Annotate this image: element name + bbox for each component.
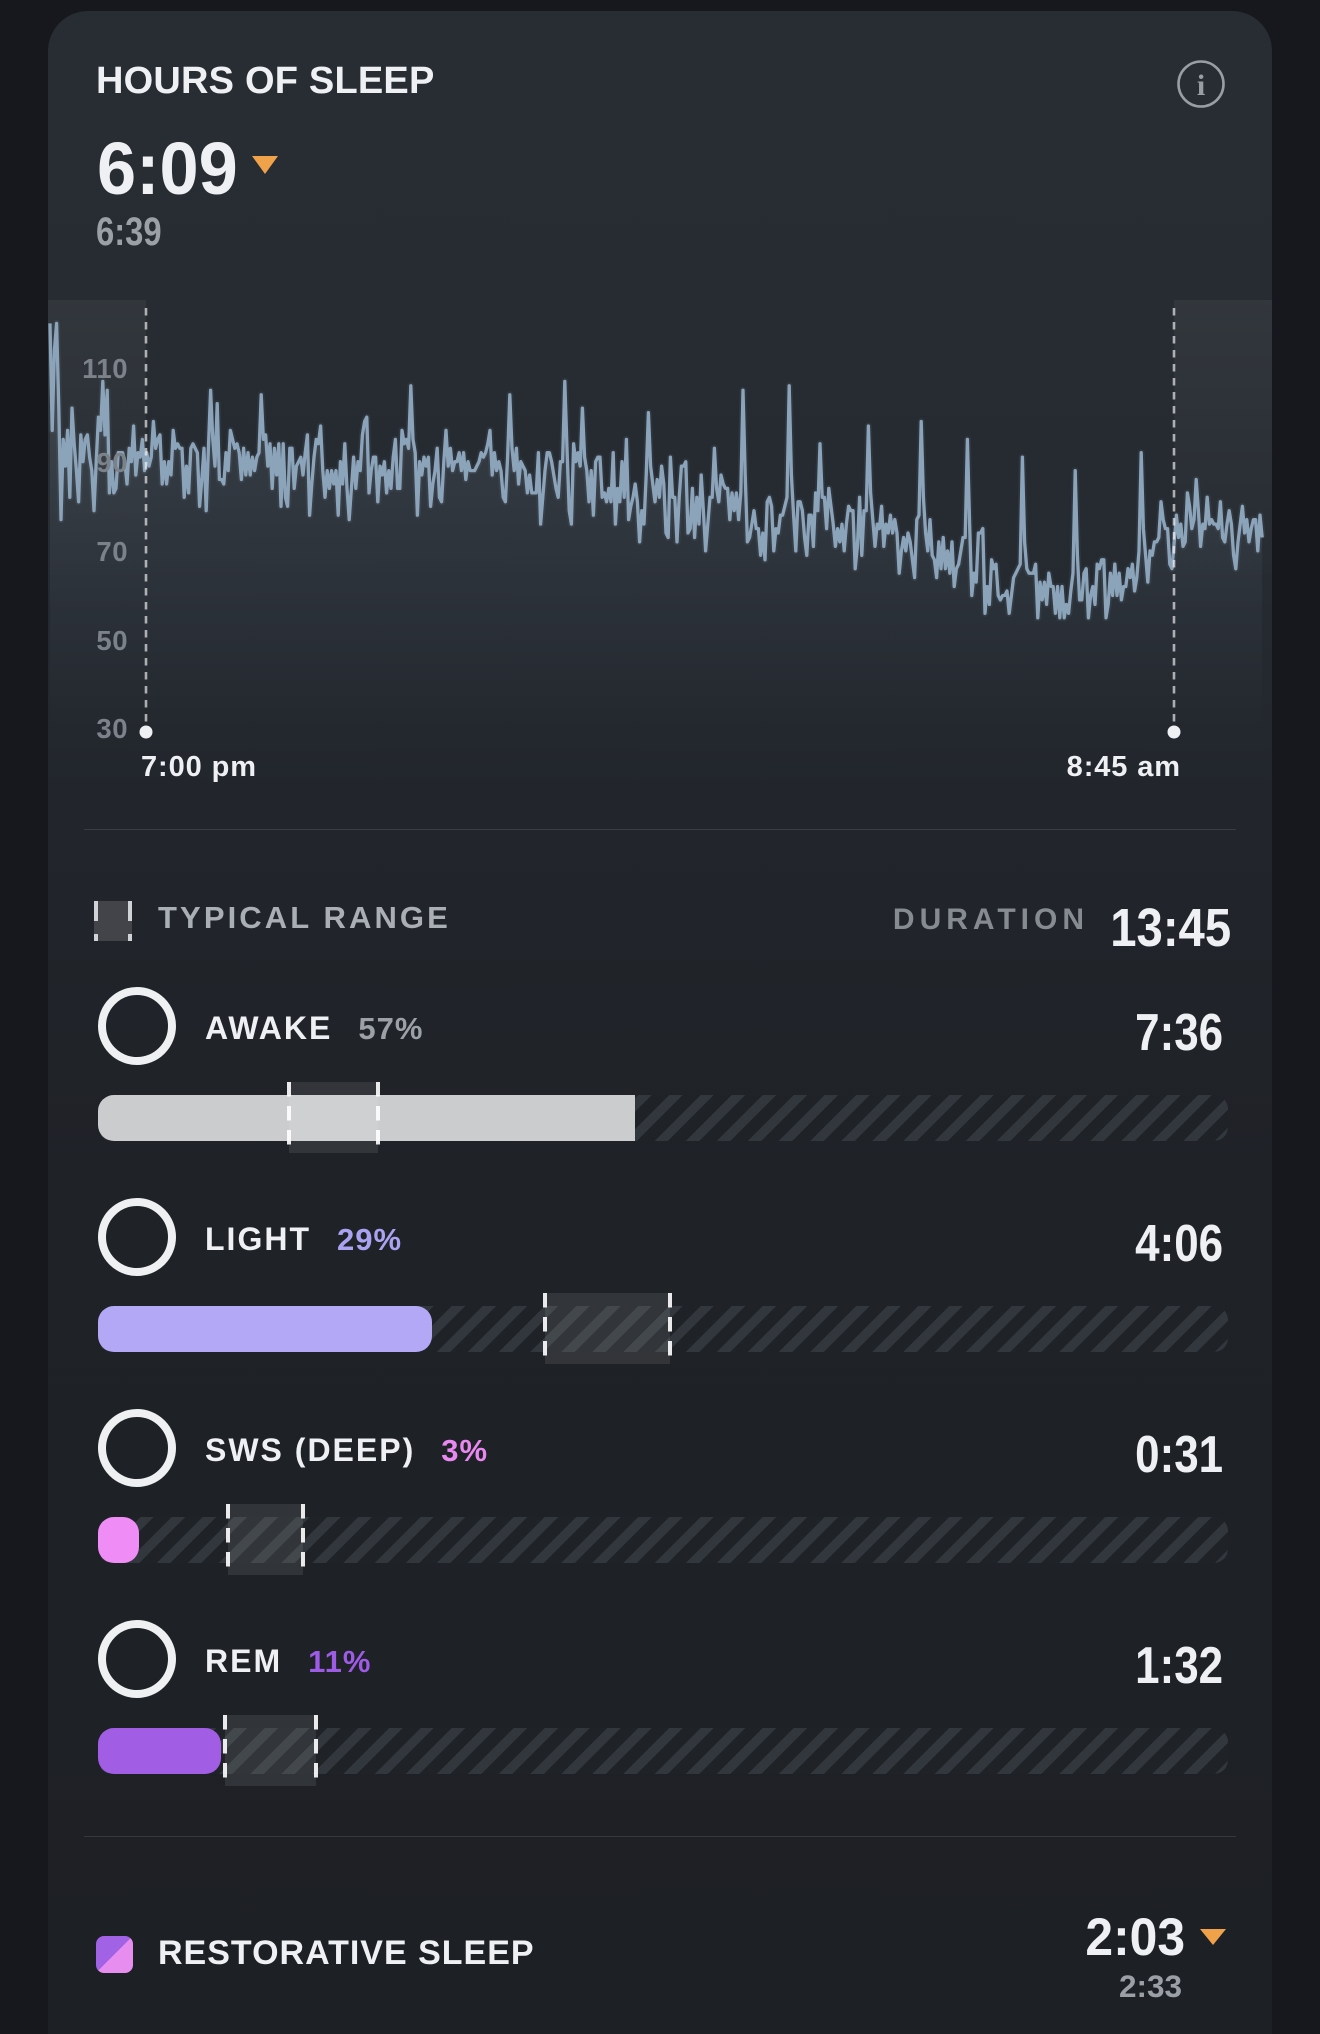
svg-text:i: i [1197,69,1205,102]
